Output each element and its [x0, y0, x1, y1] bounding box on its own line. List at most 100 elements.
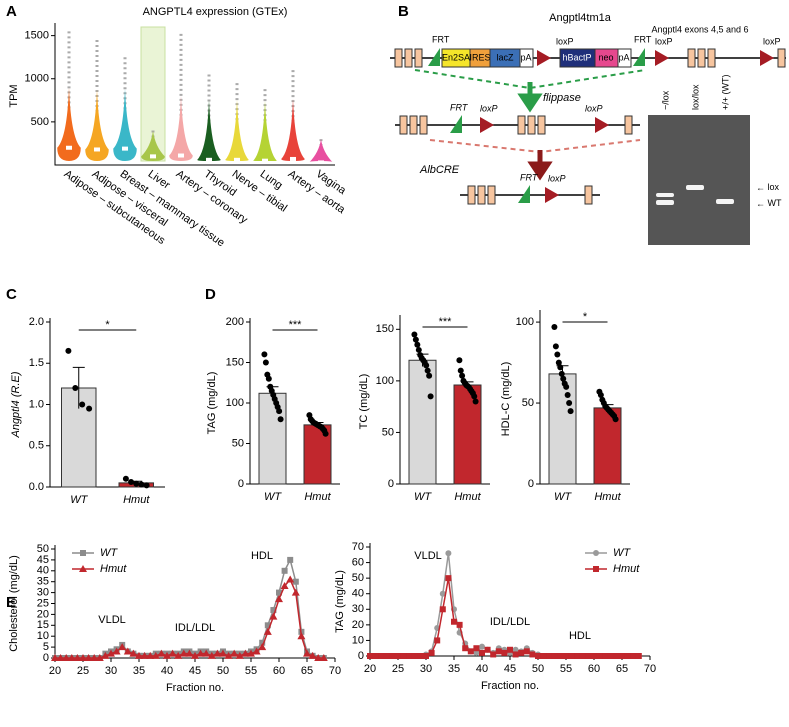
marker [73, 654, 82, 661]
marker [95, 654, 104, 661]
marker [270, 607, 277, 614]
cassette-label: IRES [469, 52, 490, 62]
marker [635, 653, 642, 659]
data-point [265, 375, 272, 382]
x-tick-label: WT [264, 491, 282, 503]
marker [185, 649, 194, 657]
marker [411, 653, 418, 659]
violin [113, 88, 137, 161]
y-tick-label: 20 [352, 619, 364, 631]
violin [309, 139, 333, 163]
y-tick-label: 0 [238, 478, 244, 490]
marker [501, 649, 508, 656]
x-tick-label: 25 [392, 663, 404, 675]
x-tick-label: 20 [364, 663, 376, 675]
annotation: HDL [569, 630, 591, 642]
marker [445, 550, 452, 557]
x-tick-label: 30 [105, 665, 117, 677]
data-point [563, 383, 570, 390]
line [55, 557, 324, 659]
lane-label: −/lox [660, 90, 670, 110]
x-tick-label: Hmut [304, 491, 331, 503]
marker [101, 651, 110, 659]
data-point [555, 359, 562, 366]
x-tick-label: 45 [189, 665, 201, 677]
data-point [415, 346, 422, 353]
x-tick-label: 65 [301, 665, 313, 677]
y-tick-label: 40 [37, 565, 49, 577]
marker [259, 639, 266, 646]
marker [280, 582, 289, 590]
loxp-label: loxP [763, 36, 781, 46]
x-tick-label: 40 [161, 665, 173, 677]
y-tick-label: 30 [352, 603, 364, 615]
data-point [472, 398, 479, 405]
median [290, 156, 296, 161]
data-point [558, 370, 565, 377]
loxp-label: loxP [480, 103, 498, 113]
cassette-label: En2SA [442, 52, 470, 62]
marker [613, 653, 620, 659]
median [206, 157, 212, 162]
marker [297, 632, 306, 640]
y-tick-label: 150 [376, 323, 394, 335]
data-point [427, 393, 434, 400]
y-tick-label: 1.0 [29, 398, 44, 410]
marker [196, 649, 205, 657]
data-point [566, 400, 573, 407]
data-point [564, 391, 571, 398]
error-bar [72, 366, 85, 409]
data-point [138, 481, 145, 488]
loxp-label: loxP [556, 36, 574, 46]
violin [197, 99, 221, 161]
legend-marker [593, 550, 599, 556]
marker [484, 646, 491, 653]
cassette-label: neo [598, 52, 613, 62]
y-tick-label: 2.0 [29, 316, 44, 328]
marker [557, 653, 564, 659]
marker [607, 653, 614, 659]
data-point [277, 416, 284, 423]
y-tick-label: 1500 [25, 30, 49, 42]
marker [263, 627, 272, 635]
data-point [276, 408, 283, 415]
marker [406, 653, 413, 659]
marker [512, 646, 519, 653]
marker [112, 647, 121, 655]
data-point [412, 336, 419, 343]
x-tick-label: Hmut [594, 491, 621, 503]
annotation: VLDL [98, 614, 126, 626]
marker [247, 649, 255, 657]
bar [548, 373, 577, 485]
marker [523, 648, 530, 655]
data-point [567, 408, 574, 415]
diagram-title: Angptl4tm1a [549, 12, 612, 24]
marker [292, 578, 299, 585]
annotation: IDL/LDL [175, 622, 215, 634]
significance: *** [439, 316, 453, 328]
construct-diagram: Angptl4tm1a Angptl4 exons 4,5 and 6 FRT … [390, 12, 786, 245]
marker [135, 651, 143, 659]
marker [367, 653, 373, 659]
data-point [86, 405, 93, 412]
x-tick-label: 70 [329, 665, 341, 677]
x-tick-label: 65 [616, 663, 628, 675]
marker [241, 649, 250, 657]
marker [230, 649, 239, 657]
marker [467, 648, 474, 655]
y-tick-label: 20 [37, 608, 49, 620]
marker [551, 653, 558, 659]
violin [85, 89, 109, 161]
y-axis-label: TC (mg/dL) [358, 374, 370, 430]
marker [596, 653, 603, 659]
violin [169, 95, 193, 161]
annotation: HDL [251, 550, 273, 562]
axis [369, 543, 650, 657]
legend-label: WT [613, 547, 631, 559]
x-tick-label: 25 [77, 665, 89, 677]
marker [79, 654, 87, 661]
line [55, 578, 324, 659]
data-point [457, 367, 464, 374]
data-point [133, 480, 140, 487]
marker [495, 648, 502, 655]
